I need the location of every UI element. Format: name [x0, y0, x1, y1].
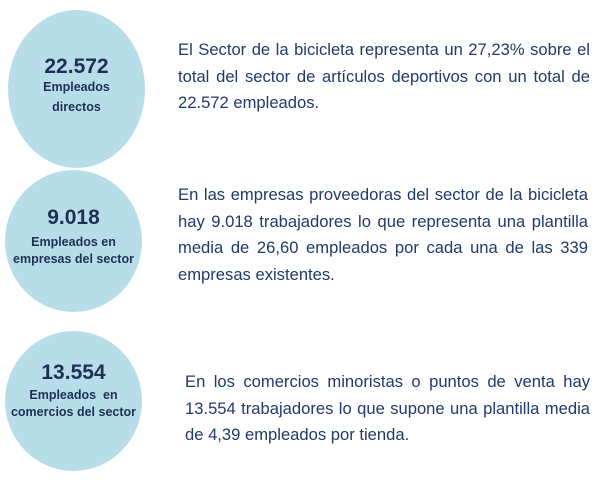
- stat-label: comercios del sector: [10, 405, 137, 419]
- stat-number: 9.018: [47, 206, 100, 229]
- stat-label: directos: [52, 99, 101, 114]
- stat-number: 13.554: [41, 361, 106, 384]
- stat-label: Empleados en: [29, 388, 118, 402]
- stat-number: 22.572: [44, 54, 109, 78]
- description-paragraph: En las empresas proveedoras del sector d…: [178, 185, 588, 284]
- description-paragraph: El Sector de la bicicleta representa un …: [178, 40, 590, 112]
- stat-label: Empleados en: [31, 235, 116, 249]
- stat-label: Empleados: [43, 79, 110, 94]
- stat-circle-retail-employees: 13.554 Empleados en comercios del sector: [5, 331, 142, 471]
- stat-circle-supplier-employees: 9.018 Empleados en empresas del sector: [5, 170, 142, 312]
- stat-label: empresas del sector: [13, 252, 134, 266]
- description-paragraph: En los comercios minoristas o puntos de …: [185, 372, 590, 444]
- stat-circle-direct-employees: 22.572 Empleados directos: [8, 10, 145, 168]
